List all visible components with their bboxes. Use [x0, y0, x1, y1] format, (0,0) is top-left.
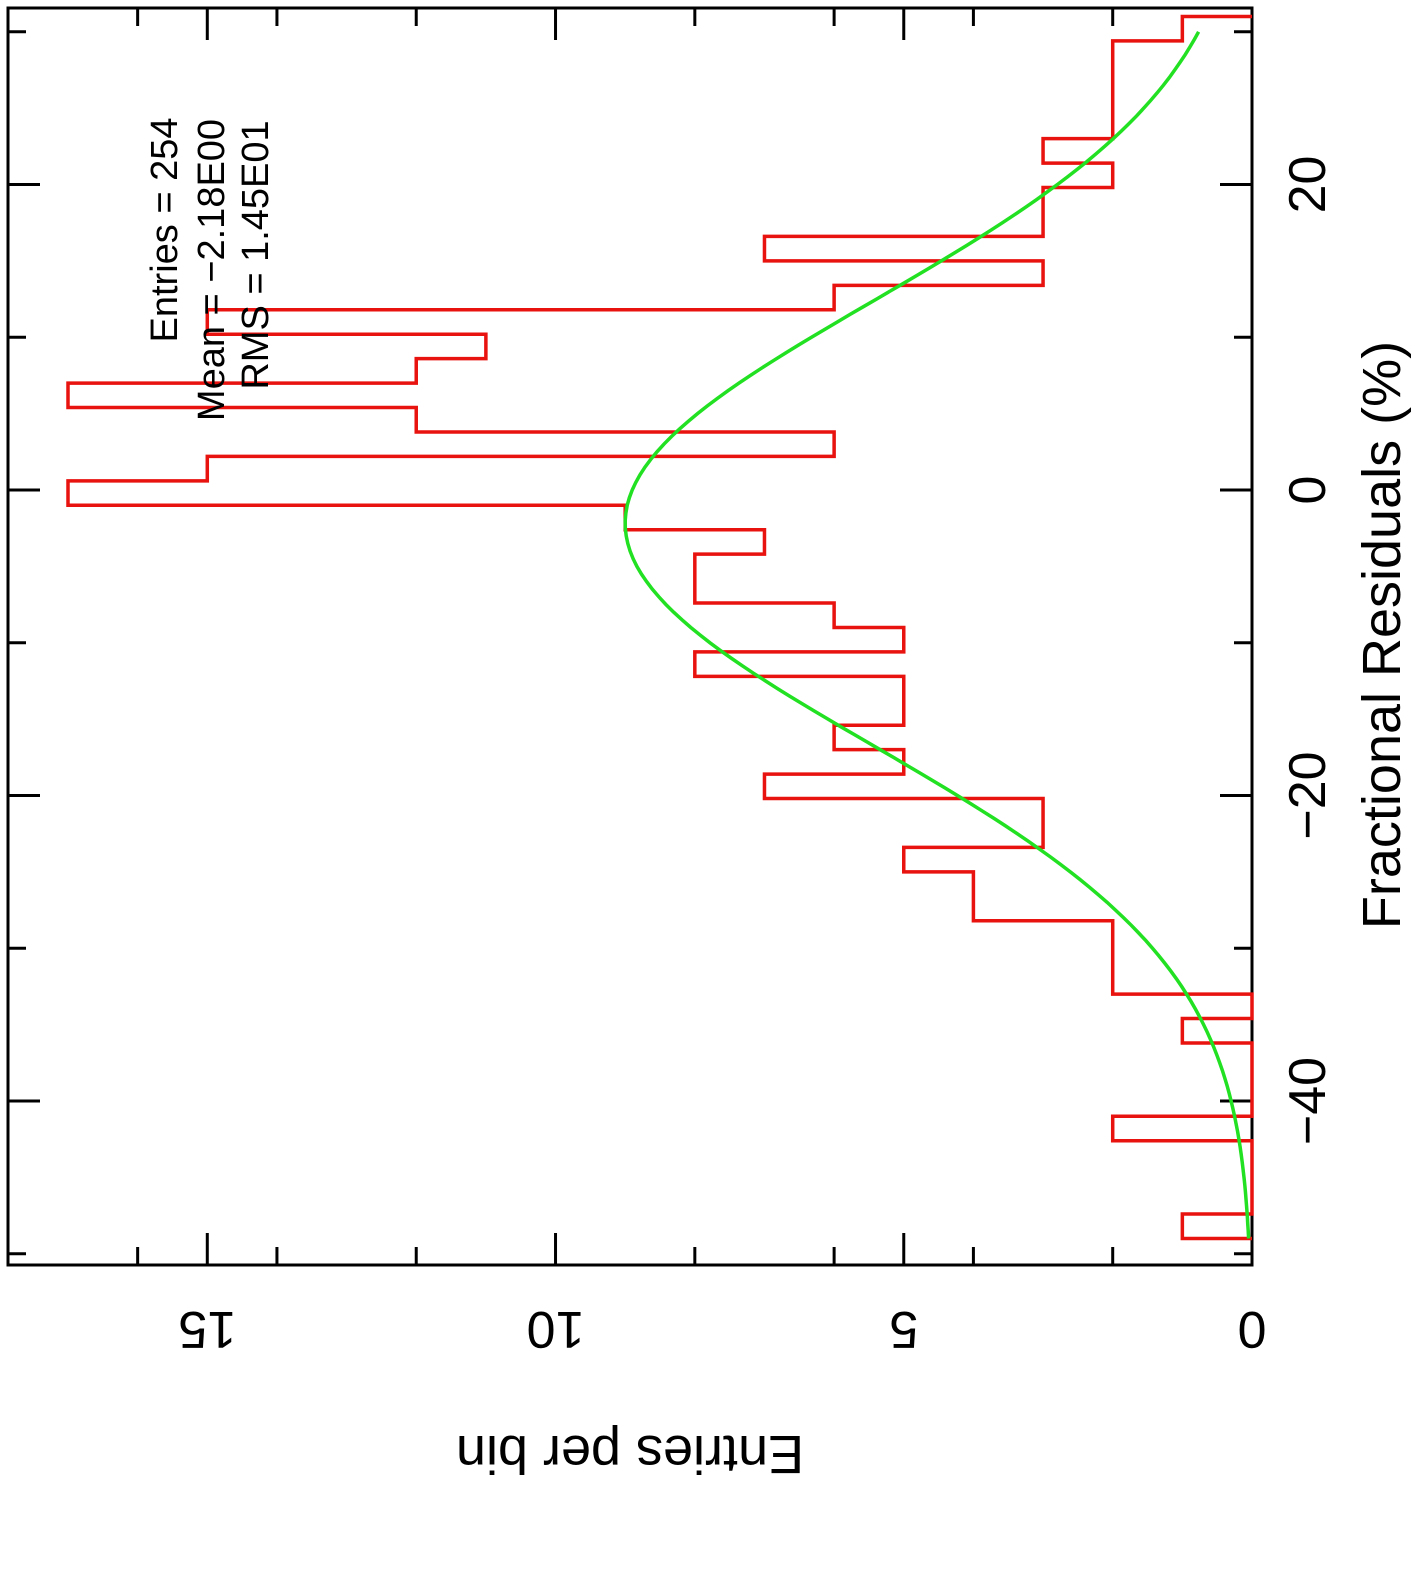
y-tick-label: 15	[178, 1300, 236, 1358]
y-axis-label: Entries per bin	[456, 1424, 804, 1484]
histogram-bin	[486, 334, 1252, 358]
histogram-bin	[1113, 90, 1252, 114]
histogram-bin	[207, 310, 1252, 334]
histogram-bin	[1113, 65, 1252, 89]
histogram-bin	[1043, 261, 1252, 285]
histogram-bin	[416, 408, 1252, 432]
plot-frame	[6, 6, 1254, 1267]
histogram-bin	[1113, 1116, 1252, 1140]
histogram-bin	[904, 627, 1252, 651]
histogram-bin	[1043, 188, 1252, 212]
histogram-bin	[1043, 212, 1252, 236]
axis-ticks	[8, 8, 1254, 1265]
stats-entries: Entries = 254	[144, 118, 186, 343]
x-tick-label: 20	[1279, 156, 1337, 214]
histogram-bin	[68, 481, 1252, 505]
histogram-bin	[625, 505, 1252, 529]
histogram-bin	[1043, 823, 1252, 847]
histogram-bin	[764, 236, 1252, 260]
histogram-bin	[904, 847, 1252, 871]
histogram-bin	[1182, 1214, 1252, 1238]
stats-mean: Mean = −2.18E00	[191, 119, 233, 421]
histogram-bin	[1113, 945, 1252, 969]
gaussian-fit-line	[623, 30, 1251, 1239]
histogram-bin	[1043, 799, 1252, 823]
y-axis-tick-labels: 0 5 10 15	[178, 1300, 1266, 1358]
histogram-bin	[904, 701, 1252, 725]
histogram-outline	[66, 14, 1254, 1241]
x-axis-label: Fractional Residuals (%)	[1352, 341, 1412, 929]
histogram-bin	[1043, 139, 1252, 163]
histogram-bin	[834, 603, 1252, 627]
histogram-bin	[764, 774, 1252, 798]
histogram-bin	[695, 579, 1252, 603]
histogram-bin	[904, 750, 1252, 774]
histogram-bin	[695, 652, 1252, 676]
histogram-bin	[904, 676, 1252, 700]
histogram-bin	[764, 530, 1252, 554]
histogram-bin	[695, 554, 1252, 578]
histogram-series	[66, 14, 1254, 1241]
histogram-bin	[834, 725, 1252, 749]
x-tick-label: −20	[1279, 751, 1337, 839]
x-axis-tick-labels: −40 −20 0 20	[1279, 156, 1337, 1146]
stats-box: Entries = 254 Mean = −2.18E00 RMS = 1.45…	[144, 118, 277, 422]
histogram-bin	[834, 432, 1252, 456]
y-tick-label: 5	[889, 1300, 918, 1358]
gaussian-fit-series	[623, 30, 1251, 1239]
x-tick-label: 0	[1279, 476, 1337, 505]
histogram-bin	[1182, 1019, 1252, 1043]
histogram-bin	[973, 872, 1252, 896]
histogram-bin	[1113, 921, 1252, 945]
histogram-bin	[207, 456, 1252, 480]
histogram-bin	[1182, 16, 1252, 40]
histogram-bin	[416, 359, 1252, 383]
stats-rms: RMS = 1.45E01	[235, 120, 277, 389]
y-tick-label: 10	[527, 1300, 585, 1358]
x-tick-label: −40	[1279, 1057, 1337, 1145]
y-tick-label: 0	[1238, 1300, 1267, 1358]
